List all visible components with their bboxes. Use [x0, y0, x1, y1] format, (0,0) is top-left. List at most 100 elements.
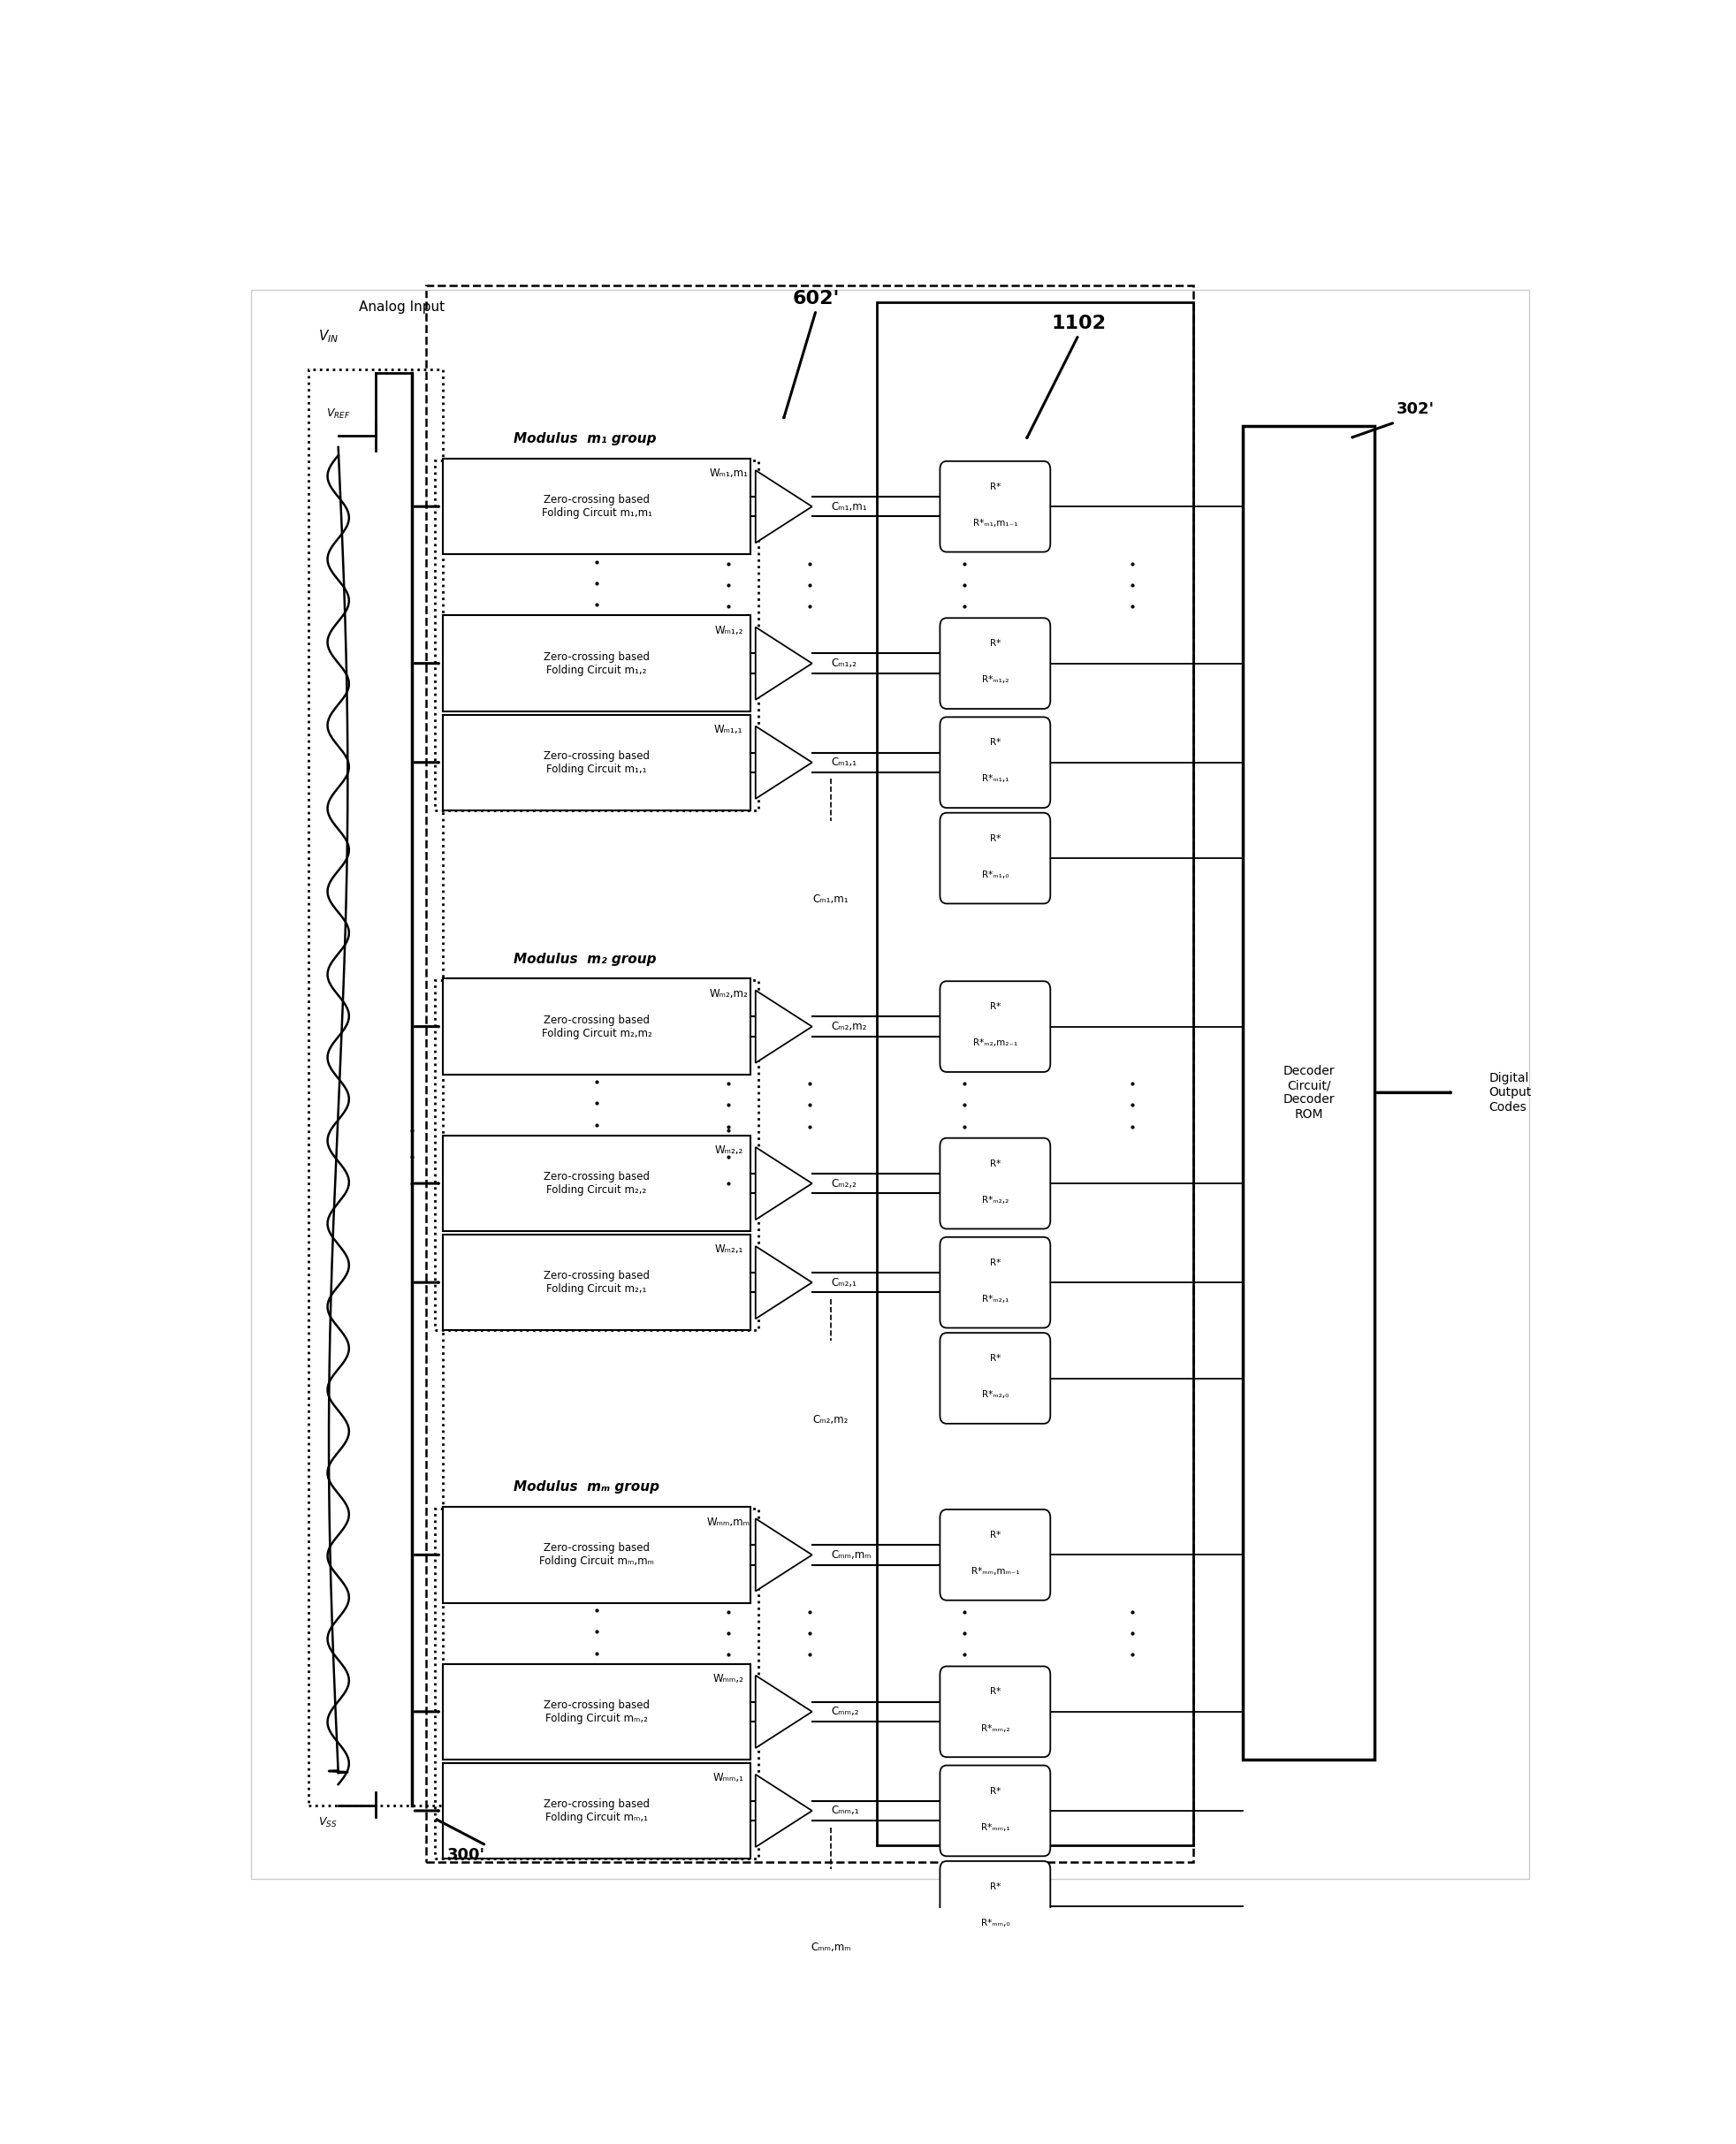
FancyBboxPatch shape [939, 982, 1050, 1072]
FancyBboxPatch shape [939, 461, 1050, 551]
Text: R*ₘₘ,₁: R*ₘₘ,₁ [981, 1822, 1009, 1831]
Text: R*: R* [990, 834, 1000, 843]
Text: Cₘₘ,mₘ: Cₘₘ,mₘ [811, 1942, 851, 1953]
Bar [436, 1509, 759, 1859]
Text: R*ₘ₁,₁: R*ₘ₁,₁ [981, 774, 1009, 783]
Text: Zero-crossing based
Folding Circuit mₘ,₁: Zero-crossing based Folding Circuit mₘ,₁ [543, 1799, 649, 1822]
Text: Zero-crossing based
Folding Circuit m₁,₁: Zero-crossing based Folding Circuit m₁,₁ [543, 750, 649, 774]
Polygon shape [755, 991, 812, 1063]
Text: R*ₘ₂,m₂₋₁: R*ₘ₂,m₂₋₁ [972, 1038, 1017, 1048]
Text: Cₘ₂,₁: Cₘ₂,₁ [830, 1276, 856, 1289]
Text: R*: R* [990, 1531, 1000, 1539]
Text: R*ₘ₁,m₁₋₁: R*ₘ₁,m₁₋₁ [972, 519, 1017, 527]
Polygon shape [755, 626, 812, 699]
Bar [443, 714, 750, 810]
Text: Wₘ₂,₁: Wₘ₂,₁ [713, 1244, 743, 1254]
Bar [436, 461, 759, 810]
Text: R*ₘₘ,₀: R*ₘₘ,₀ [981, 1919, 1009, 1927]
Text: Wₘₘ,mₘ: Wₘₘ,mₘ [707, 1516, 750, 1527]
Text: R*: R* [990, 1687, 1000, 1696]
Polygon shape [755, 1775, 812, 1848]
Polygon shape [755, 727, 812, 800]
Text: Zero-crossing based
Folding Circuit m₂,₂: Zero-crossing based Folding Circuit m₂,₂ [543, 1171, 649, 1196]
Text: Cₘ₁,₂: Cₘ₁,₂ [830, 658, 856, 669]
Polygon shape [755, 1518, 812, 1591]
Text: R*ₘ₁,₀: R*ₘ₁,₀ [981, 870, 1009, 879]
Text: Modulus  m₂ group: Modulus m₂ group [514, 952, 656, 965]
Bar [309, 369, 443, 1805]
Text: R*ₘₘ,mₘ₋₁: R*ₘₘ,mₘ₋₁ [970, 1567, 1019, 1576]
FancyBboxPatch shape [939, 617, 1050, 710]
Text: R*: R* [990, 482, 1000, 491]
Text: R*: R* [990, 738, 1000, 746]
Text: Analog Input: Analog Input [358, 300, 444, 313]
Text: Zero-crossing based
Folding Circuit m₂,₁: Zero-crossing based Folding Circuit m₂,₁ [543, 1269, 649, 1295]
FancyBboxPatch shape [939, 1765, 1050, 1857]
Bar [443, 1762, 750, 1859]
Polygon shape [755, 1674, 812, 1747]
FancyBboxPatch shape [939, 1666, 1050, 1758]
Text: 1102: 1102 [1050, 315, 1106, 332]
Text: R*: R* [990, 1882, 1000, 1891]
Text: $V_{SS}$: $V_{SS}$ [318, 1816, 337, 1829]
FancyBboxPatch shape [939, 1237, 1050, 1327]
FancyBboxPatch shape [939, 1334, 1050, 1424]
Text: Wₘ₁,m₁: Wₘ₁,m₁ [708, 467, 748, 480]
Bar [443, 459, 750, 555]
FancyBboxPatch shape [939, 716, 1050, 808]
Text: Wₘ₂,m₂: Wₘ₂,m₂ [708, 988, 748, 999]
Text: 300': 300' [446, 1848, 484, 1863]
Bar [443, 1235, 750, 1329]
FancyBboxPatch shape [939, 813, 1050, 903]
Text: R*: R* [990, 1003, 1000, 1012]
Text: Wₘ₁,₁: Wₘ₁,₁ [713, 725, 743, 735]
Text: Wₘ₂,₂: Wₘ₂,₂ [713, 1145, 743, 1156]
Bar [443, 615, 750, 712]
Polygon shape [755, 1246, 812, 1319]
FancyBboxPatch shape [939, 1138, 1050, 1229]
Bar [877, 302, 1193, 1846]
Polygon shape [755, 1147, 812, 1220]
Text: R*: R* [990, 639, 1000, 647]
Text: Wₘₘ,₁: Wₘₘ,₁ [713, 1771, 743, 1784]
Text: Digital
Output
Codes: Digital Output Codes [1488, 1072, 1531, 1113]
Text: R*ₘ₁,₂: R*ₘ₁,₂ [981, 675, 1009, 684]
Text: Decoder
Circuit/
Decoder
ROM: Decoder Circuit/ Decoder ROM [1283, 1066, 1333, 1121]
Text: Modulus  m₁ group: Modulus m₁ group [514, 433, 656, 446]
Text: Modulus  mₘ group: Modulus mₘ group [514, 1482, 658, 1494]
Text: Cₘ₁,m₁: Cₘ₁,m₁ [812, 894, 849, 905]
Text: 302': 302' [1396, 401, 1434, 418]
FancyBboxPatch shape [939, 1509, 1050, 1599]
Text: Zero-crossing based
Folding Circuit m₁,₂: Zero-crossing based Folding Circuit m₁,₂ [543, 652, 649, 675]
Text: R*ₘ₂,₂: R*ₘ₂,₂ [981, 1196, 1009, 1205]
Text: R*: R* [990, 1259, 1000, 1267]
Text: Zero-crossing based
Folding Circuit mₘ,₂: Zero-crossing based Folding Circuit mₘ,₂ [543, 1700, 649, 1724]
Text: R*ₘ₂,₀: R*ₘ₂,₀ [981, 1389, 1009, 1400]
Text: $V_{REF}$: $V_{REF}$ [326, 407, 351, 420]
Text: Cₘₘ,₁: Cₘₘ,₁ [830, 1805, 858, 1816]
Text: Cₘₘ,mₘ: Cₘₘ,mₘ [830, 1550, 871, 1561]
Text: R*ₘ₂,₁: R*ₘ₂,₁ [981, 1295, 1009, 1304]
Text: R*ₘₘ,₂: R*ₘₘ,₂ [981, 1724, 1009, 1732]
Bar [443, 1507, 750, 1604]
Text: Wₘ₁,₂: Wₘ₁,₂ [713, 624, 743, 637]
Text: R*: R* [990, 1786, 1000, 1795]
Bar [425, 285, 1193, 1861]
Text: Cₘ₂,₂: Cₘ₂,₂ [830, 1177, 856, 1190]
Text: Cₘ₁,₁: Cₘ₁,₁ [830, 757, 856, 768]
Text: Zero-crossing based
Folding Circuit mₘ,mₘ: Zero-crossing based Folding Circuit mₘ,m… [538, 1542, 654, 1567]
Text: Wₘₘ,₂: Wₘₘ,₂ [713, 1672, 743, 1685]
Text: Cₘ₂,m₂: Cₘ₂,m₂ [830, 1021, 866, 1031]
Text: R*: R* [990, 1160, 1000, 1168]
Text: R*: R* [990, 1355, 1000, 1364]
Text: 602': 602' [792, 289, 838, 307]
Polygon shape [755, 470, 812, 542]
Text: Cₘ₁,m₁: Cₘ₁,m₁ [830, 502, 866, 512]
Text: Zero-crossing based
Folding Circuit m₂,m₂: Zero-crossing based Folding Circuit m₂,m… [542, 1014, 651, 1040]
Text: Cₘₘ,₂: Cₘₘ,₂ [830, 1707, 858, 1717]
Bar [1243, 427, 1375, 1760]
Text: $V_{IN}$: $V_{IN}$ [318, 328, 339, 345]
Text: Cₘ₂,m₂: Cₘ₂,m₂ [812, 1413, 849, 1426]
Bar [443, 978, 750, 1074]
FancyBboxPatch shape [939, 1861, 1050, 1951]
